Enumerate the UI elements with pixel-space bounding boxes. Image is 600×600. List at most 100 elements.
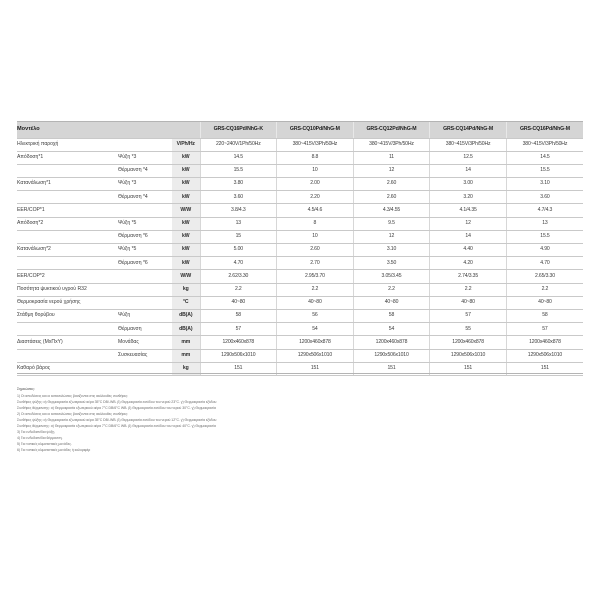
row-label: Απόδοση*1 [17,151,118,165]
row-unit: kW [172,217,200,231]
note-line-4: 2) Οι αποδόσεις και οι καταναλώσεις βασί… [17,411,129,416]
cell-r3-c2: 10 [276,164,354,179]
note-line-3: Συνθήκες θέρμανσης: α) Θερμοκρασία εξωτε… [17,405,216,410]
cell-r18-c5: 151 [505,362,583,376]
table-row: Διαστάσεις (ΜxΠxΥ) Μονάδας mm 1200x460x878 1… [17,335,583,350]
cell-r12-c4: 2.2 [429,283,507,297]
cell-r1-c3: 380~415V/3Ph/50Hz [352,138,430,152]
cell-r12-c1: 2.2 [199,283,277,297]
cell-r10-c5: 4.70 [505,256,583,271]
cell-r10-c1: 4.70 [199,256,277,271]
row-label [17,190,118,205]
cell-r8-c3: 12 [352,230,430,245]
row-label: Διαστάσεις (ΜxΠxΥ) [17,335,118,350]
cell-r14-c5: 58 [505,309,583,324]
row-sub-label: Θέρμανση *4 [118,164,172,179]
table-row: Θέρμανση dB(A) 57 54 54 55 57 [17,322,583,337]
table-row: Κατανάλωση*2 Ψύξη *5 kW 5.00 2.60 3.10 4.40 4.9… [17,243,583,258]
cell-r4-c2: 2.00 [276,177,354,192]
table-row: Κατανάλωση*1 Ψύξη *3 kW 3.80 2.00 2.60 3.00 3.1… [17,177,583,192]
row-sub-label [118,269,172,284]
row-label [17,256,118,271]
cell-r17-c4: 1290x506x1010 [429,349,507,363]
row-sub-label: Ψύξη *5 [118,217,172,231]
cell-r2-c3: 11 [352,151,430,165]
note-line-5: Συνθήκες ψύξης: α) Θερμοκρασία εξωτερικο… [17,417,217,422]
cell-r17-c5: 1290x506x1010 [505,349,583,363]
cell-r13-c1: 40~80 [199,296,277,310]
cell-r1-c1: 220~240V/1Ph/50Hz [199,138,277,152]
row-label: EER/COP*1 [17,203,118,218]
row-unit: kg [172,283,200,297]
header-model-4: GRS-CQ14Pd/NhG-M [429,122,507,139]
row-label: Κατανάλωση*2 [17,243,118,258]
cell-r10-c3: 3.50 [352,256,430,271]
row-sub-label: Θέρμανση *6 [118,230,172,245]
row-sub-label: Μονάδας [118,335,172,350]
table-row: EER/COP*2 W/W 2.62/3.30 2.95/3.70 3.05/3.45 2… [17,269,583,284]
row-unit: W/W [172,203,200,218]
row-label [17,349,118,363]
cell-r12-c5: 2.2 [505,283,583,297]
cell-r4-c4: 3.00 [429,177,507,192]
row-sub-label: Ψύξη *3 [118,177,172,192]
header-unit-label [172,122,200,139]
cell-r6-c4: 4.1/4.35 [429,203,507,218]
row-unit: mm [172,349,200,363]
row-unit: kW [172,256,200,271]
row-unit: kW [172,164,200,179]
cell-r8-c4: 14 [429,230,507,245]
table-row: Απόδοση*2 Ψύξη *5 kW 13 8 9.5 12 13 [17,217,583,231]
cell-r4-c5: 3.10 [505,177,583,192]
cell-r12-c3: 2.2 [352,283,430,297]
cell-r13-c3: 40~80 [352,296,430,310]
cell-r16-c4: 1200x460x878 [429,335,507,350]
row-unit: kW [172,230,200,245]
cell-r6-c3: 4.3/4.55 [352,203,430,218]
cell-r3-c3: 12 [352,164,430,179]
row-sub-label [118,138,172,152]
cell-r1-c4: 380~415V/3Ph/50Hz [429,138,507,152]
row-sub-label: Θέρμανση [118,322,172,337]
row-label: Ηλεκτρική παροχή [17,138,118,152]
row-label: Ποσότητα ψυκτικού υγρού R32 [17,283,118,297]
cell-r9-c3: 3.10 [352,243,430,258]
row-label [17,164,118,179]
cell-r1-c2: 380~415V/3Ph/50Hz [276,138,354,152]
cell-r18-c2: 151 [276,362,354,376]
row-unit: kW [172,151,200,165]
row-sub-label: Ψύξη [118,309,172,324]
cell-r11-c2: 2.95/3.70 [276,269,354,284]
row-unit: dB(A) [172,309,200,324]
cell-r16-c3: 1200x460x878 [352,335,430,350]
table-row: Θέρμανση *4 kW 3.60 2.20 2.60 3.20 3.60 [17,190,583,205]
row-sub-label: Ψύξη *3 [118,151,172,165]
row-label: Απόδοση*2 [17,217,118,231]
row-sub-label: Θέρμανση *6 [118,256,172,271]
note-line-8: 4) Για ενδοδαπέδια θέρμανση. [17,435,63,440]
cell-r10-c2: 2.70 [276,256,354,271]
cell-r8-c2: 10 [276,230,354,245]
row-unit: kW [172,190,200,205]
header-sub-label [118,122,172,139]
row-unit: °C [172,296,200,310]
table-row: Θέρμανση *4 kW 15.5 10 12 14 15.5 [17,164,583,179]
cell-r11-c3: 3.05/3.45 [352,269,430,284]
row-sub-label [118,362,172,376]
row-sub-label [118,283,172,297]
cell-r14-c4: 57 [429,309,507,324]
cell-r13-c4: 40~80 [429,296,507,310]
cell-r5-c4: 3.20 [429,190,507,205]
note-line-6: Συνθήκες θέρμανσης: α) Θερμοκρασία εξωτε… [17,423,216,428]
cell-r2-c5: 14.5 [505,151,583,165]
cell-r16-c1: 1200x460x878 [199,335,277,350]
table-row: Καθαρό βάρος kg 151 151 151 151 151 [17,362,583,376]
table-row: Στάθμη θορύβου Ψύξη dB(A) 58 56 58 57 58 [17,309,583,324]
cell-r17-c1: 1290x506x1010 [199,349,277,363]
table-row: Συσκευασίας mm 1290x506x1010 1290x506x1010 1… [17,349,583,363]
specification-table: Μοντέλο GRS-CQ16Pd/NhG-K GRS-CQ10Pd/NhG-M G… [17,122,583,376]
table-row: Θερμοκρασία νερού χρήσης °C 40~80 40~80 40~8… [17,296,583,310]
row-unit: dB(A) [172,322,200,337]
row-label: Θερμοκρασία νερού χρήσης [17,296,118,310]
